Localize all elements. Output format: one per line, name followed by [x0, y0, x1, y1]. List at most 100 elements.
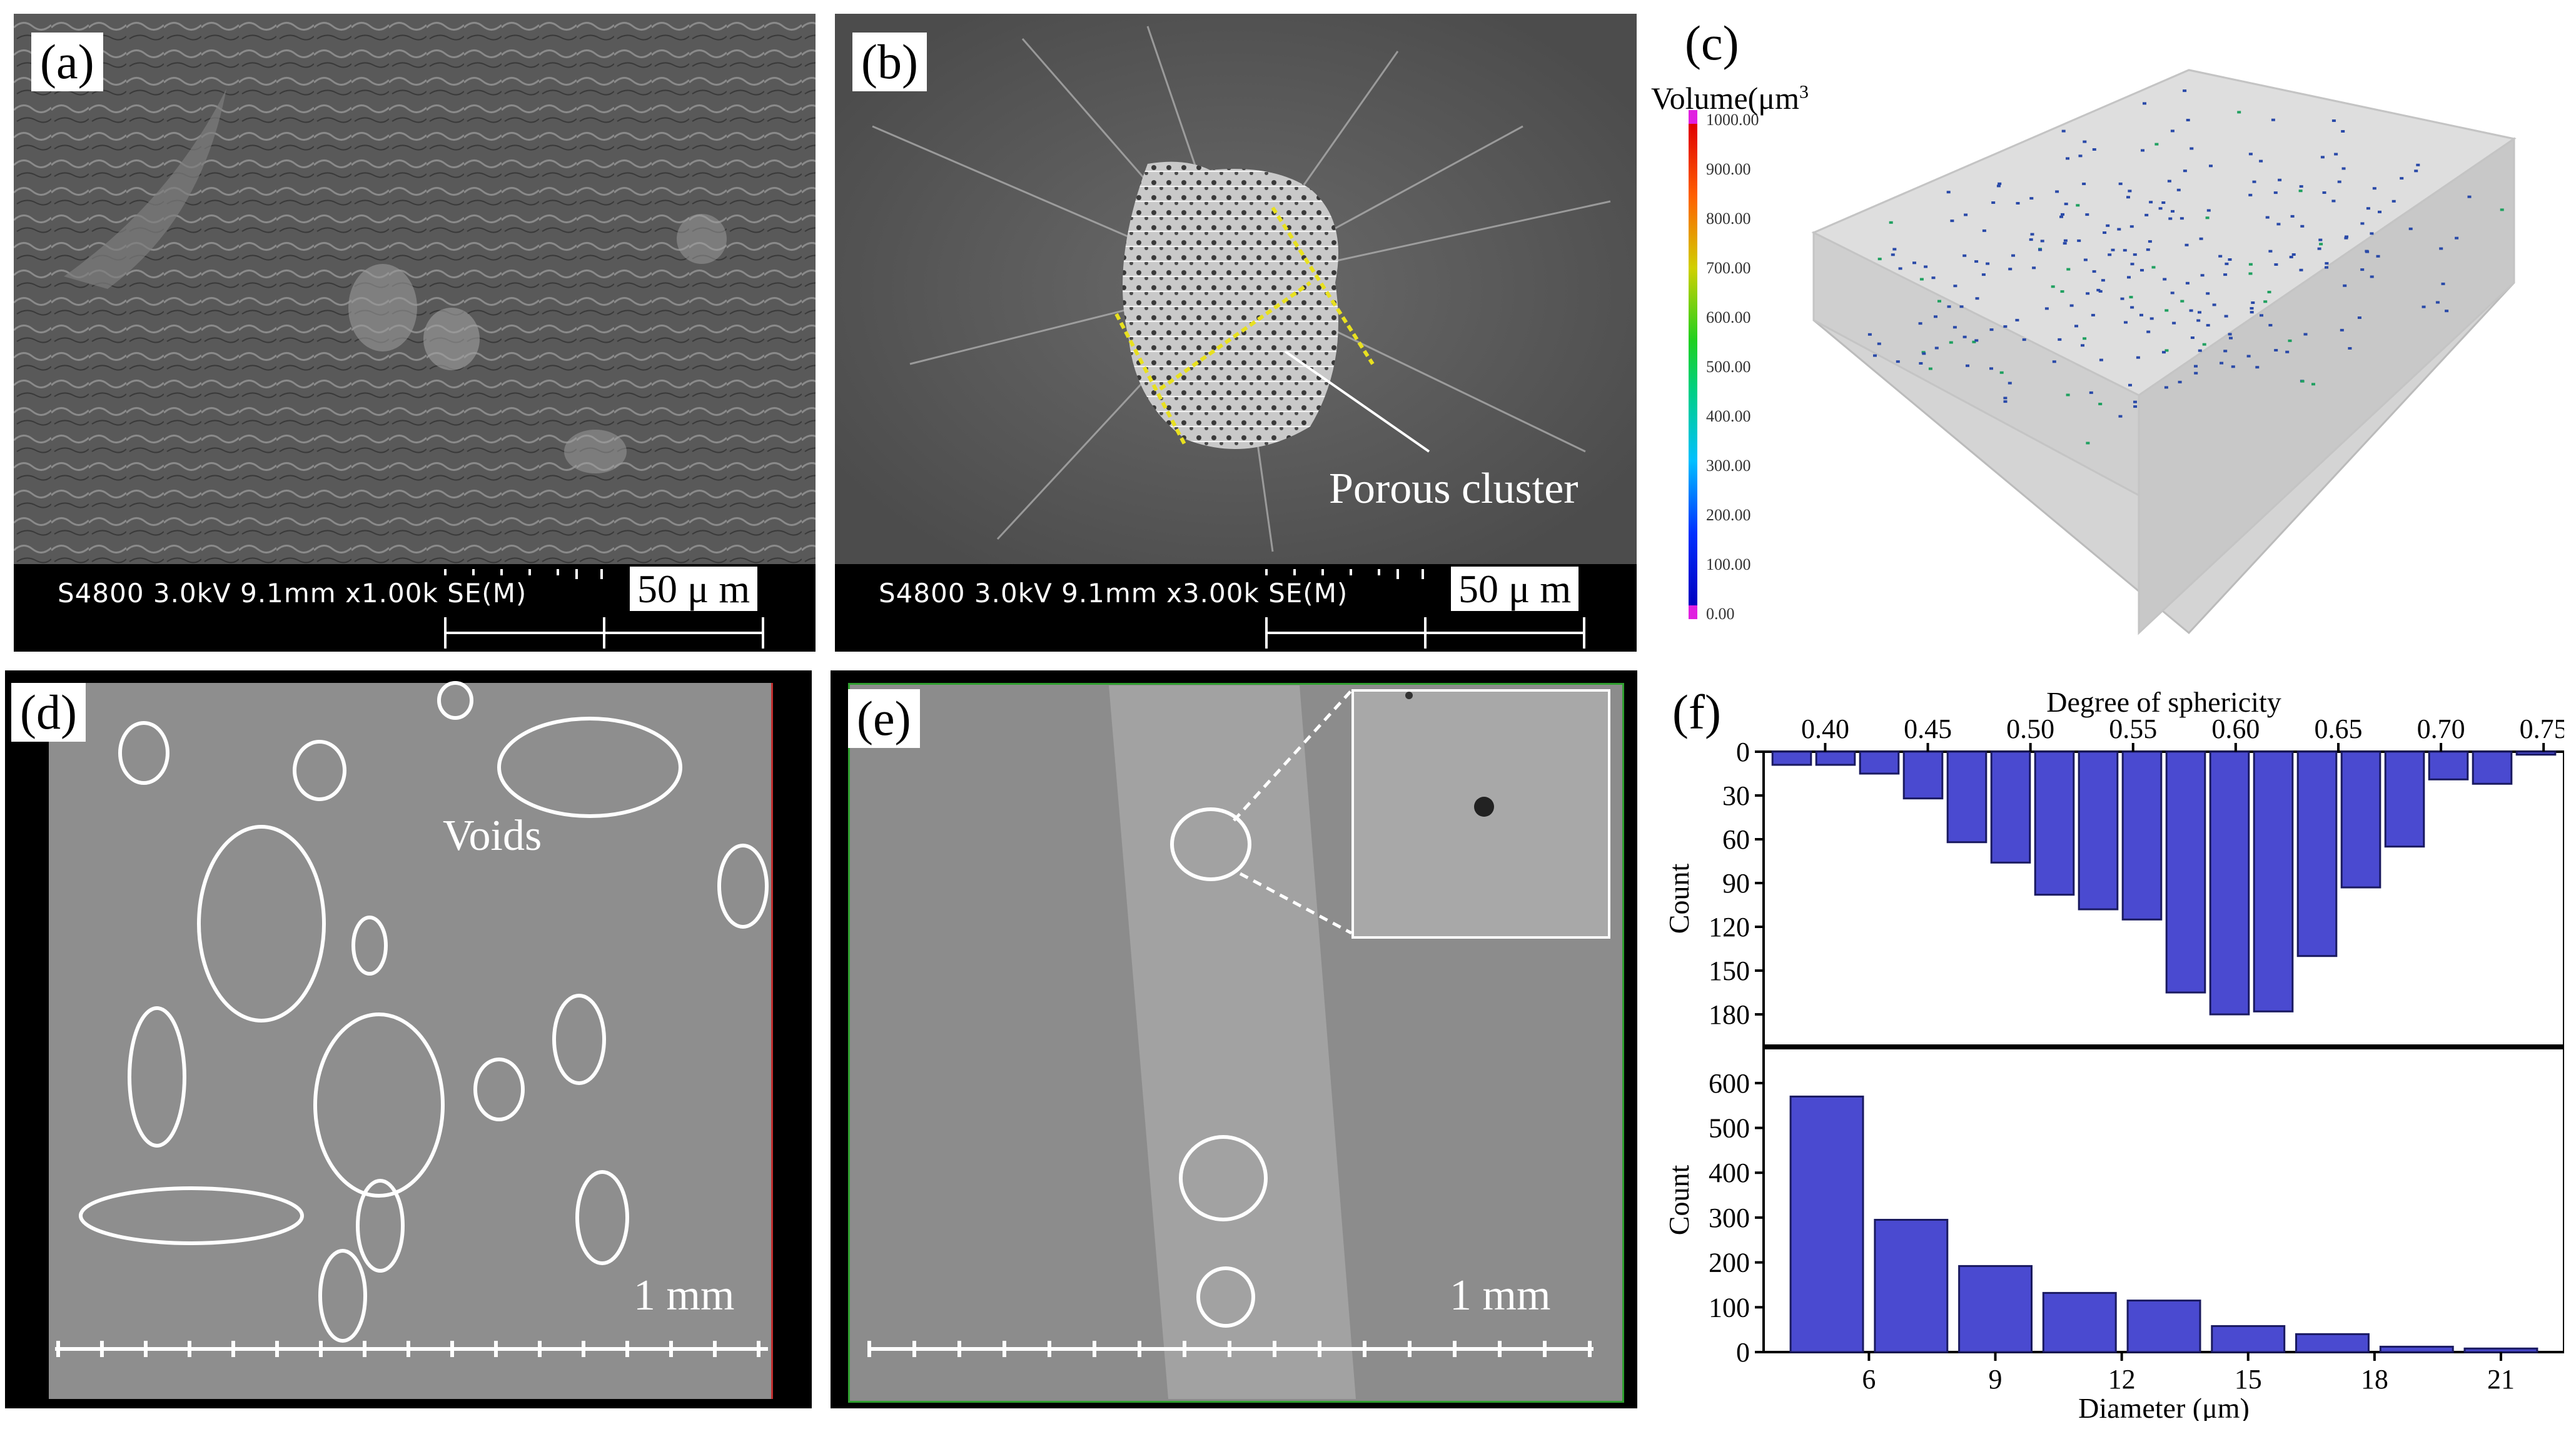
colorbar-title-sup: 3 [1799, 81, 1809, 103]
sphericity-bar [2340, 750, 2382, 889]
diameter-xtick-label: 9 [1989, 1364, 2003, 1395]
colorbar-tick-label: 1000.00 [1706, 111, 1759, 129]
colorbar-tick-label: 300.00 [1706, 457, 1751, 475]
histogram-charts: 0.40 0.45 0.50 0.55 0.60 0.65 0.70 0.7503060901… [1663, 686, 2564, 1421]
void-circles-d [55, 681, 769, 1357]
scale-label-d: 1 mm [634, 1271, 735, 1320]
sphericity-bar [1859, 750, 1900, 775]
sphericity-bar [1771, 750, 1812, 766]
sphericity-bar [1902, 750, 1944, 800]
diameter-ytick-label: 600 [1709, 1068, 1750, 1099]
diameter-bar [2042, 1291, 2117, 1353]
diameter-bar [2379, 1345, 2454, 1353]
diameter-histogram: 6 9 12 15 18 21 0 100 200 300 400 500 600 Diameter (μ… [1663, 1047, 2564, 1421]
panel-e-ct-slice: (e) 1 mm [831, 670, 1637, 1408]
colorbar-tick-label: 700.00 [1706, 259, 1751, 277]
colorbar-tick-label: 0.00 [1706, 605, 1735, 623]
sem-info-bar-a: S4800 3.0kV 9.1mm x1.00k SE(M) 50 μ m [14, 564, 816, 652]
sphericity-bar [2034, 750, 2075, 896]
diameter-bar [1789, 1095, 1864, 1353]
diameter-bar [1958, 1265, 2033, 1353]
panel-b-sem-image: (b) Porous cluster S4800 3.0kV 9.1mm x3.… [835, 14, 1637, 652]
panel-a-label: (a) [31, 33, 103, 91]
diameter-xtick-label: 21 [2487, 1364, 2515, 1395]
sphericity-xtick-label: 0.45 [1904, 714, 1952, 744]
panel-f-label: (f) [1672, 685, 1721, 739]
porous-cluster-annotation: Porous cluster [1329, 465, 1578, 513]
sphericity-xtick-label: 0.50 [2006, 714, 2054, 744]
sphericity-xlabel: Degree of sphericity [2046, 686, 2281, 718]
sphericity-bar [2121, 750, 2163, 921]
diameter-xtick-label: 15 [2235, 1364, 2262, 1395]
scale-ruler-b [1265, 569, 1585, 649]
sphericity-ytick-label: 90 [1722, 868, 1750, 899]
sem-info-text-b: S4800 3.0kV 9.1mm x3.00k SE(M) [879, 578, 1348, 608]
colorbar-tick-label: 900.00 [1706, 160, 1751, 178]
diameter-bar [2126, 1300, 2201, 1353]
panel-f-histograms: (f) 0.40 0.45 0.50 0.55 0.60 0.65 0.70 0.75 0 30 6… [1651, 670, 2564, 1421]
sphericity-xtick-label: 0.70 [2417, 714, 2465, 744]
diameter-ytick-label: 200 [1709, 1248, 1750, 1278]
sphericity-histogram: 0.40 0.45 0.50 0.55 0.60 0.65 0.70 0.75 0 30 60 90 1… [1663, 686, 2564, 1047]
diameter-xtick-label: 18 [2361, 1364, 2388, 1395]
diameter-ytick-label: 500 [1709, 1113, 1750, 1144]
volume-box-render [1811, 69, 2517, 635]
sphericity-bar [2209, 750, 2250, 1016]
sphericity-ytick-label: 0 [1736, 737, 1750, 767]
sphericity-ytick-label: 150 [1709, 956, 1750, 986]
sphericity-ytick-label: 60 [1722, 824, 1750, 855]
ct-slice-e-overlay [867, 685, 1610, 1399]
diameter-xtick-label: 12 [2108, 1364, 2136, 1395]
sphericity-bar [2253, 750, 2294, 1012]
diameter-ylabel: Count [1663, 1165, 1695, 1236]
diameter-bar [2295, 1333, 2370, 1353]
scale-label-b: 50 μ m [1451, 567, 1579, 612]
scale-label-a: 50 μ m [630, 567, 758, 612]
sphericity-xtick-label: 0.40 [1801, 714, 1849, 744]
colorbar-title-text: Volume(μm [1651, 81, 1799, 116]
fracture-surface-texture-a [14, 14, 816, 564]
sphericity-ytick-label: 120 [1709, 912, 1750, 942]
panel-e-label: (e) [848, 689, 920, 748]
diameter-bar [2463, 1347, 2538, 1353]
top-plot-frame [1762, 750, 2564, 1047]
sphericity-bar [2428, 750, 2469, 780]
colorbar-title: Volume(μm3 [1651, 80, 1809, 116]
colorbar-tick-label: 200.00 [1706, 506, 1751, 524]
fracture-surface-texture-b [835, 14, 1637, 564]
diameter-ytick-label: 400 [1709, 1158, 1750, 1188]
diameter-ytick-label: 300 [1709, 1203, 1750, 1233]
scale-label-e: 1 mm [1450, 1271, 1551, 1320]
colorbar-tick-label: 500.00 [1706, 358, 1751, 376]
sphericity-xtick-label: 0.75 [2520, 714, 2564, 744]
sphericity-xtick-label: 0.55 [2109, 714, 2157, 744]
sphericity-xtick-label: 0.60 [2211, 714, 2260, 744]
sem-info-text-a: S4800 3.0kV 9.1mm x1.00k SE(M) [58, 578, 527, 608]
panel-d-label: (d) [11, 683, 86, 742]
sphericity-bar [2165, 750, 2206, 994]
sem-info-bar-b: S4800 3.0kV 9.1mm x3.00k SE(M) 50 μ m [835, 564, 1637, 652]
panel-c-label: (c) [1685, 16, 1739, 70]
void-specks [1867, 89, 2504, 445]
diameter-bar [1874, 1219, 1949, 1353]
sphericity-bar [2472, 750, 2513, 785]
colorbar-tick-label: 800.00 [1706, 210, 1751, 228]
panel-c-3d-render: (c) Volume(μm3 1000.00 900.00 800.00 700.00… [1651, 14, 2564, 652]
sphericity-ytick-label: 180 [1709, 999, 1750, 1030]
colorbar-tick-label: 400.00 [1706, 407, 1751, 425]
scale-ruler-a [444, 569, 764, 649]
sphericity-bar [1815, 750, 1856, 766]
colorbar-tick-label: 600.00 [1706, 308, 1751, 326]
colorbar-tick-label: 100.00 [1706, 555, 1751, 573]
sphericity-bar [1990, 750, 2031, 864]
sphericity-ytick-label: 30 [1722, 780, 1750, 811]
diameter-xtick-label: 6 [1862, 1364, 1876, 1395]
sphericity-bar [1946, 750, 1988, 844]
sphericity-xtick-label: 0.65 [2314, 714, 2362, 744]
diameter-ytick-label: 0 [1736, 1337, 1750, 1368]
panel-b-label: (b) [852, 33, 927, 91]
diameter-xlabel: Diameter (μm) [2078, 1392, 2250, 1421]
diameter-bar [2211, 1325, 2286, 1353]
colorbar-tick-labels: 1000.00 900.00 800.00 700.00 600.00 500.00 400… [1706, 111, 1759, 623]
sphericity-bar [2296, 750, 2338, 957]
